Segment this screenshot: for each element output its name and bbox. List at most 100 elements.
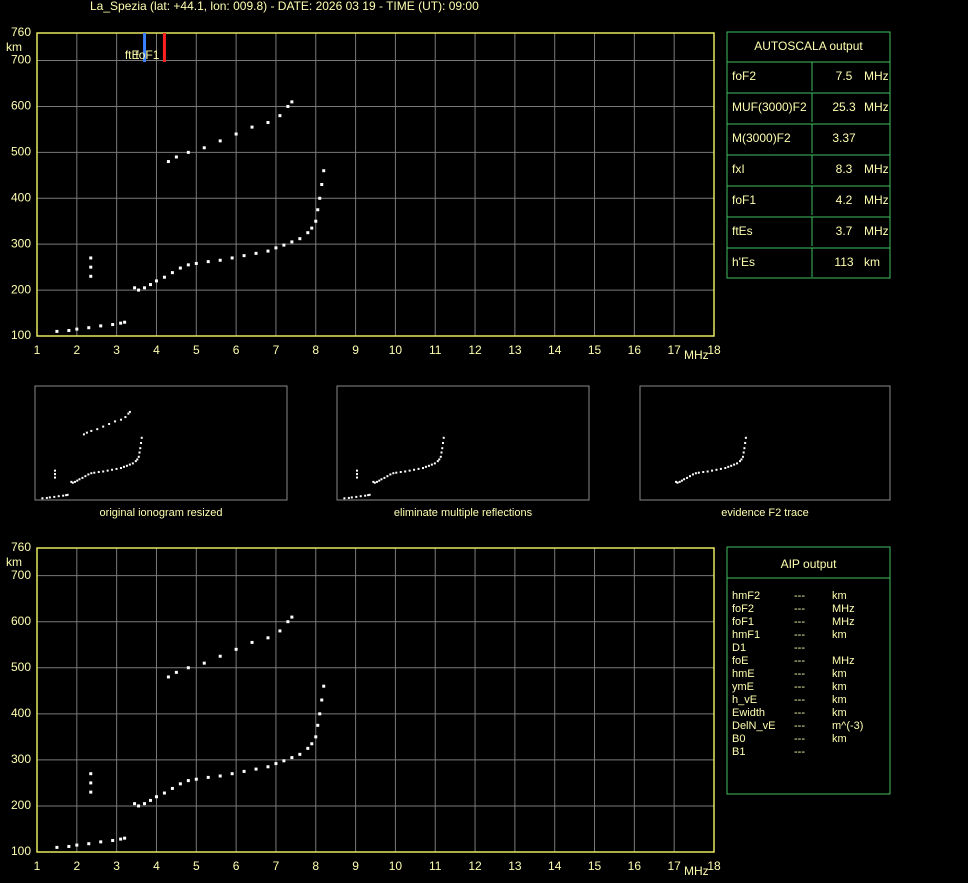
trace-point bbox=[166, 160, 170, 164]
aip-value: --- bbox=[794, 590, 805, 602]
thumbnail-caption: eliminate multiple reflections bbox=[394, 507, 533, 519]
aip-unit: km bbox=[832, 590, 847, 602]
thumbnail-point bbox=[689, 475, 691, 478]
thumbnail-point bbox=[404, 470, 407, 473]
x-tick-label: 10 bbox=[389, 343, 403, 357]
trace-point bbox=[322, 169, 326, 173]
aip-title: AIP output bbox=[781, 557, 837, 571]
trace-point bbox=[290, 240, 294, 244]
trace-point bbox=[178, 782, 182, 786]
trace-point bbox=[55, 329, 59, 333]
y-tick-label: 400 bbox=[11, 706, 31, 720]
trace-point bbox=[230, 772, 234, 776]
trace-point bbox=[89, 772, 93, 776]
aip-box bbox=[726, 546, 891, 795]
trace-point bbox=[310, 742, 314, 746]
trace-point bbox=[89, 790, 93, 794]
trace-point bbox=[186, 150, 190, 154]
x-tick-label: 12 bbox=[468, 859, 482, 873]
thumbnail-point bbox=[54, 476, 57, 479]
trace-point bbox=[89, 256, 93, 260]
y-tick-label: 300 bbox=[11, 236, 31, 250]
thumbnail-caption: original ionogram resized bbox=[100, 507, 223, 519]
trace-point bbox=[314, 735, 318, 739]
x-tick-label: 15 bbox=[588, 343, 602, 357]
thumbnail-point bbox=[683, 478, 686, 481]
thumbnail-point bbox=[413, 468, 416, 471]
x-tick-label: 8 bbox=[312, 343, 319, 357]
y-tick-label: 700 bbox=[11, 568, 31, 582]
thumbnail-point bbox=[364, 494, 367, 497]
thumbnail-point bbox=[368, 493, 371, 496]
aip-value: --- bbox=[794, 603, 805, 615]
x-tick-label: 16 bbox=[628, 343, 642, 357]
trace-point bbox=[170, 271, 174, 275]
y-axis-label: km bbox=[6, 40, 22, 54]
y-tick-label: 760 bbox=[11, 540, 31, 554]
thumbnail-point bbox=[137, 455, 140, 458]
trace-point bbox=[320, 698, 324, 702]
plot-border bbox=[36, 547, 715, 853]
x-tick-label: 12 bbox=[468, 343, 482, 357]
trace-point bbox=[286, 104, 290, 108]
page-title: La_Spezia (lat: +44.1, lon: 009.8) - DAT… bbox=[90, 0, 479, 13]
thumbnail-point bbox=[676, 481, 679, 484]
trace-point bbox=[148, 798, 152, 802]
trace-point bbox=[286, 620, 290, 624]
thumbnail-point bbox=[727, 465, 730, 468]
trace-point bbox=[55, 845, 59, 849]
trace-point bbox=[290, 100, 294, 104]
y-tick-label: 700 bbox=[11, 53, 31, 67]
y-tick-label: 600 bbox=[11, 614, 31, 628]
trace-point bbox=[218, 774, 222, 778]
trace-point bbox=[254, 251, 258, 255]
trace-point bbox=[202, 146, 206, 150]
aip-unit: km bbox=[832, 733, 847, 745]
y-axis-label: km bbox=[6, 555, 22, 569]
trace-point bbox=[206, 260, 210, 264]
trace-point bbox=[137, 804, 141, 808]
trace-point bbox=[298, 752, 302, 756]
thumbnail-point bbox=[355, 495, 358, 498]
x-tick-label: 5 bbox=[193, 859, 200, 873]
row-unit: MHz bbox=[864, 193, 889, 207]
thumbnail-point bbox=[430, 463, 433, 466]
thumbnail-point bbox=[128, 463, 131, 466]
thumbnail-point bbox=[119, 467, 122, 470]
y-tick-label: 400 bbox=[11, 190, 31, 204]
thumbnail-point bbox=[736, 462, 739, 465]
trace-point bbox=[306, 746, 310, 750]
aip-name: DelN_vE bbox=[732, 720, 775, 732]
x-tick-label: 7 bbox=[273, 859, 280, 873]
trace-point bbox=[194, 261, 198, 265]
thumbnail-point bbox=[65, 494, 68, 497]
row-name: ftEs bbox=[732, 224, 753, 238]
x-tick-label: 15 bbox=[588, 859, 602, 873]
aip-name: ymE bbox=[732, 681, 754, 693]
aip-unit: km bbox=[832, 694, 847, 706]
aip-unit: MHz bbox=[832, 655, 855, 667]
trace-point bbox=[202, 661, 206, 665]
thumbnail-point bbox=[108, 423, 111, 425]
thumbnail-point bbox=[74, 480, 77, 483]
trace-point bbox=[123, 320, 127, 324]
x-tick-label: 4 bbox=[153, 343, 160, 357]
thumbnail-point bbox=[389, 473, 392, 476]
thumbnail-point bbox=[128, 410, 131, 413]
plot-border bbox=[36, 32, 715, 337]
y-tick-label: 200 bbox=[11, 282, 31, 296]
aip-name: D1 bbox=[732, 642, 746, 654]
thumbnail-point bbox=[62, 494, 65, 497]
thumbnail-point bbox=[421, 467, 424, 470]
x-tick-label: 9 bbox=[352, 859, 359, 873]
trace-point bbox=[278, 114, 282, 118]
thumbnail-point bbox=[427, 464, 430, 467]
aip-name: foF2 bbox=[732, 603, 754, 615]
trace-point bbox=[318, 712, 322, 716]
y-tick-label: 100 bbox=[11, 328, 31, 342]
aip-unit: MHz bbox=[832, 616, 855, 628]
thumbnail-point bbox=[724, 467, 727, 470]
thumbnail-point bbox=[742, 451, 745, 454]
trace-point bbox=[218, 258, 222, 262]
trace-point bbox=[316, 723, 320, 727]
